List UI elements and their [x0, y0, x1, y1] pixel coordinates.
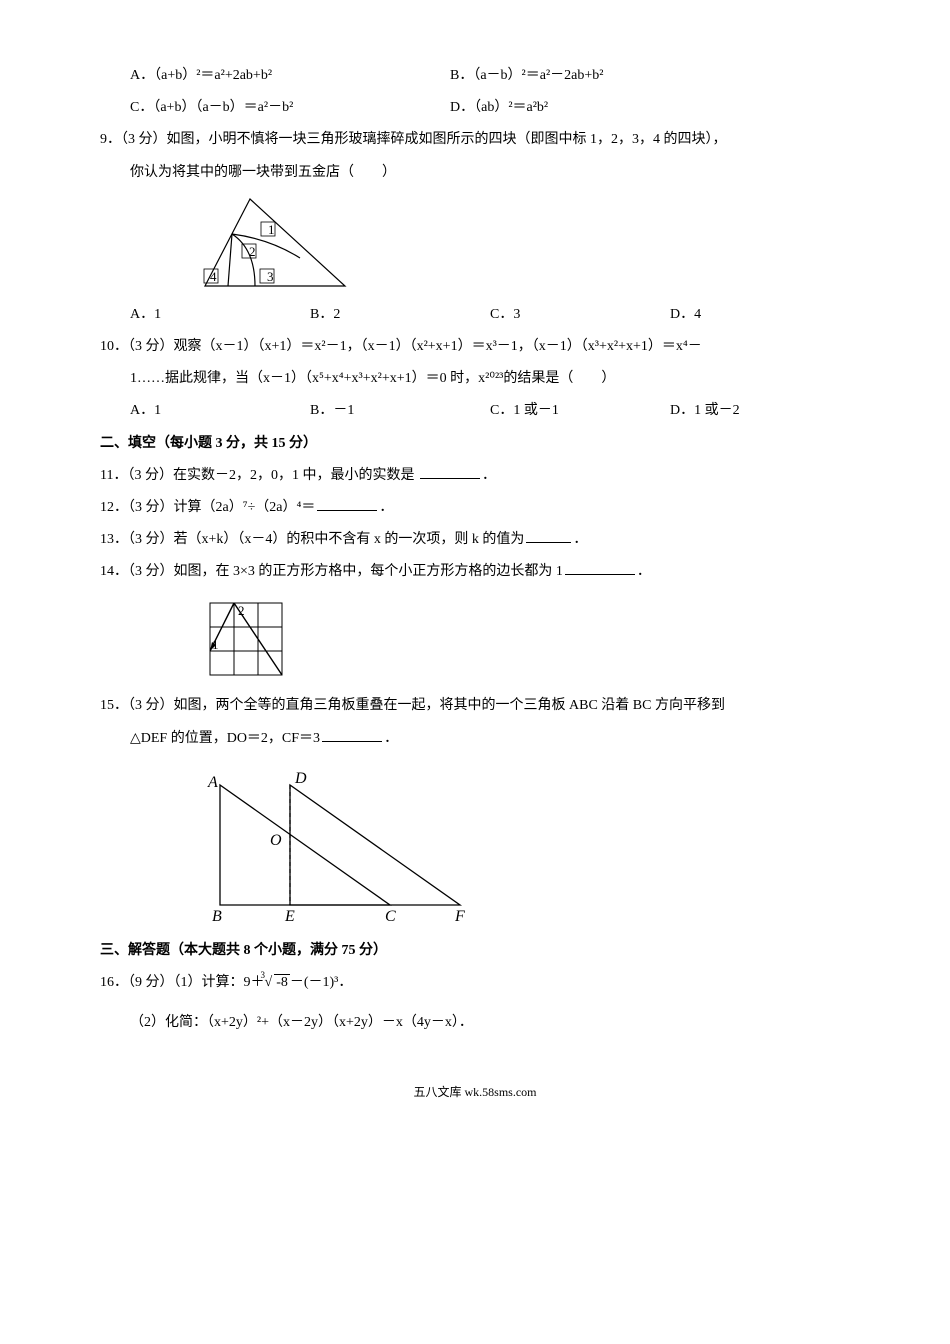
q15-blank [322, 741, 382, 742]
svg-text:A: A [207, 774, 218, 791]
q8-opt-A: A．（a+b）²＝a²+2ab+b² [130, 60, 450, 92]
q11-period: ． [482, 468, 496, 483]
q10-stem-line1: 10．（3 分）观察（x－1）（x+1）＝x²－1，（x－1）（x²+x+1）＝… [100, 331, 850, 363]
q8-options-row1: A．（a+b）²＝a²+2ab+b² B．（a－b）²＝a²－2ab+b² [100, 60, 850, 92]
svg-text:O: O [270, 832, 282, 849]
q12: 12．（3 分）计算（2a）⁷÷（2a）⁴＝ ． [100, 492, 850, 524]
q9-stem-line2: 你认为将其中的哪一块带到五金店（ ） [100, 157, 850, 189]
svg-text:4: 4 [210, 269, 217, 284]
q14-figure: 2 1 [200, 593, 850, 685]
q9-opt-D: D．4 [670, 299, 850, 331]
q8-options-row2: C．（a+b）（a－b）＝a²－b² D．（ab）²＝a²b² [100, 92, 850, 124]
q8-opt-B: B．（a－b）²＝a²－2ab+b² [450, 60, 770, 92]
q9-figure: 1 2 3 4 [200, 194, 850, 294]
q14: 14．（3 分）如图，在 3×3 的正方形方格中，每个小正方形方格的边长都为 1… [100, 556, 850, 588]
q10-opt-D: D．1 或－2 [670, 395, 850, 427]
q8-opt-C: C．（a+b）（a－b）＝a²－b² [130, 92, 450, 124]
q12-blank [317, 510, 377, 511]
svg-text:3: 3 [267, 269, 274, 284]
q10-opt-A: A．1 [130, 395, 310, 427]
q13: 13．（3 分）若（x+k）（x－4）的积中不含有 x 的一次项，则 k 的值为… [100, 524, 850, 556]
q14-period: ． [637, 564, 651, 579]
q9-opt-B: B．2 [310, 299, 490, 331]
q11: 11．（3 分）在实数－2，2，0，1 中，最小的实数是 ． [100, 460, 850, 492]
svg-text:B: B [212, 908, 222, 925]
svg-text:C: C [385, 908, 396, 925]
svg-text:1: 1 [212, 637, 219, 652]
svg-text:E: E [284, 908, 295, 925]
svg-text:2: 2 [249, 244, 256, 259]
svg-text:1: 1 [268, 222, 275, 237]
q15-period: ． [384, 731, 398, 746]
svg-text:F: F [454, 908, 465, 925]
q10-stem-line2: 1……据此规律，当（x－1）（x⁵+x⁴+x³+x²+x+1）＝0 时，x²⁰²… [100, 363, 850, 395]
q16-part2: （2）化简：（x+2y）²+（x－2y）（x+2y）－x（4y－x）． [100, 1007, 850, 1039]
q15-text2: △DEF 的位置，DO＝2，CF＝3 [130, 731, 320, 746]
section3-heading: 三、解答题（本大题共 8 个小题，满分 75 分） [100, 935, 850, 967]
q10-opt-C: C．1 或－1 [490, 395, 670, 427]
q10-options: A．1 B．－1 C．1 或－1 D．1 或－2 [100, 395, 850, 427]
q14-blank [565, 574, 635, 575]
q9-stem-line1: 9．（3 分）如图，小明不慎将一块三角形玻璃摔碎成如图所示的四块（即图中标 1，… [100, 124, 850, 156]
q11-text: 11．（3 分）在实数－2，2，0，1 中，最小的实数是 [100, 468, 418, 483]
q12-period: ． [379, 500, 393, 515]
q9-opt-C: C．3 [490, 299, 670, 331]
q16-text1: 16．（9 分）（1）计算：9＋ [100, 975, 265, 990]
q11-blank [420, 478, 480, 479]
q8-opt-D: D．（ab）²＝a²b² [450, 92, 770, 124]
q15-line2: △DEF 的位置，DO＝2，CF＝3 ． [100, 723, 850, 755]
q13-blank [526, 542, 571, 543]
q10-opt-B: B．－1 [310, 395, 490, 427]
q16-part1: 16．（9 分）（1）计算：9＋3√-8－(－1)³． [100, 967, 850, 999]
q15-line1: 15．（3 分）如图，两个全等的直角三角板重叠在一起，将其中的一个三角板 ABC… [100, 690, 850, 722]
q9-options: A．1 B．2 C．3 D．4 [100, 299, 850, 331]
section2-heading: 二、填空（每小题 3 分，共 15 分） [100, 428, 850, 460]
q16-text2: －(－1)³． [290, 975, 353, 990]
cube-root-icon: 3√-8 [265, 967, 290, 999]
q13-text: 13．（3 分）若（x+k）（x－4）的积中不含有 x 的一次项，则 k 的值为 [100, 532, 524, 547]
q14-text: 14．（3 分）如图，在 3×3 的正方形方格中，每个小正方形方格的边长都为 1 [100, 564, 563, 579]
q13-period: ． [573, 532, 587, 547]
q15-figure: A D O B E C F [200, 765, 850, 925]
page-footer: 五八文库 wk.58sms.com [100, 1079, 850, 1107]
svg-text:D: D [294, 770, 307, 787]
svg-text:2: 2 [238, 603, 245, 618]
q9-opt-A: A．1 [130, 299, 310, 331]
q12-text: 12．（3 分）计算（2a）⁷÷（2a）⁴＝ [100, 500, 315, 515]
